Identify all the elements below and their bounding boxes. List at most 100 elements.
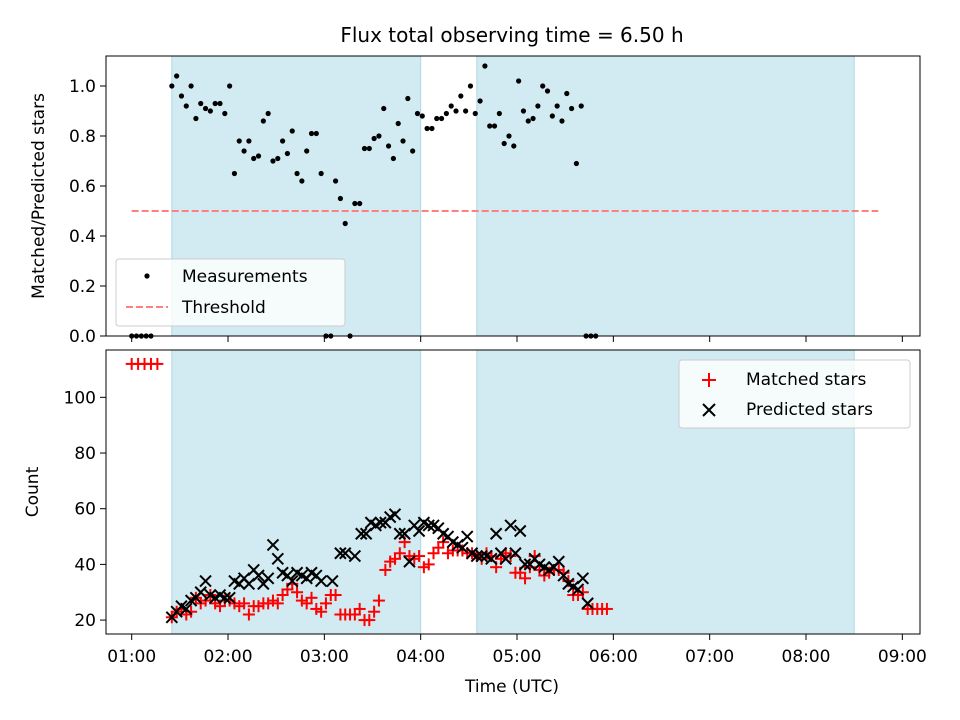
measurement-point (169, 83, 175, 89)
bottom-y-tick-label: 20 (74, 611, 96, 631)
bottom-y-axis-label: Count (23, 466, 43, 517)
measurement-point (246, 138, 252, 144)
measurement-point (463, 108, 469, 114)
measurement-point (443, 110, 449, 117)
predicted-star-point (180, 602, 193, 616)
measurement-point (424, 125, 430, 132)
measurement-point (458, 93, 464, 99)
matched-star-point (329, 589, 342, 602)
measurement-point (337, 195, 344, 202)
measurement-point (332, 178, 339, 184)
measurement-point (549, 113, 555, 119)
predicted-star-point (266, 538, 280, 552)
top-panel: 0.0 0.2 0.4 0.6 0.8 1.0 Matched/Predicted sta… (29, 55, 921, 347)
measurement-point (371, 135, 377, 142)
predicted-star-point (393, 527, 407, 540)
predicted-star-point (552, 555, 565, 568)
matched-star-point (413, 550, 426, 563)
predicted-star-point (252, 569, 265, 582)
bottom-y-tick-label: 40 (74, 555, 96, 575)
matched-star-point (151, 357, 164, 370)
measurement-point (280, 138, 286, 144)
matched-star-point (238, 597, 251, 610)
measurement-point (217, 100, 223, 107)
measurement-point (361, 145, 368, 152)
measurement-point (569, 105, 575, 112)
measurement-point (183, 103, 189, 109)
measurement-point (236, 138, 242, 144)
measurement-point (544, 88, 551, 94)
predicted-star-point (314, 574, 328, 588)
measurement-point (202, 105, 209, 112)
matched-star-point (422, 558, 435, 571)
predicted-star-point (485, 552, 498, 566)
measurement-point (482, 63, 488, 69)
matched-star-point (519, 572, 532, 585)
predicted-star-point (223, 591, 236, 605)
predicted-star-point (326, 574, 339, 588)
measurement-point (188, 83, 194, 89)
measurement-point (554, 103, 560, 109)
measurement-point (487, 123, 493, 129)
measurement-point (212, 100, 218, 107)
predicted-star-point (261, 572, 275, 585)
measurement-point (564, 90, 570, 97)
top-legend: Measurements Threshold (115, 258, 346, 327)
measurement-point (313, 130, 319, 137)
matched-star-point (353, 602, 366, 615)
predicted-star-point (218, 591, 232, 605)
measurement-point (477, 98, 483, 104)
legend-measurements-marker (144, 273, 150, 279)
measurement-point (395, 120, 401, 127)
measurement-point (506, 133, 512, 139)
measurement-point (207, 108, 213, 114)
predicted-star-point (509, 547, 522, 560)
top-legend-box (115, 258, 346, 327)
x-tick-label: 08:00 (782, 647, 831, 667)
measurement-point (438, 115, 445, 122)
shaded-interval (476, 55, 855, 337)
x-tick-label: 04:00 (396, 647, 445, 667)
predicted-star-point (581, 597, 594, 610)
matched-star-point (504, 550, 517, 563)
measurement-point (573, 160, 580, 167)
legend-predicted-marker (702, 403, 716, 417)
predicted-star-point (518, 558, 532, 571)
top-y-axis-label: Matched/Predicted stars (29, 93, 49, 299)
measurement-point (400, 138, 406, 144)
top-y-tick-label: 0.2 (69, 277, 96, 297)
legend-matched-label: Matched stars (746, 370, 866, 390)
predicted-star-point (499, 552, 512, 566)
matched-star-point (393, 547, 406, 560)
measurement-point (260, 118, 266, 124)
bottom-legend: Matched stars Predicted stars (678, 359, 911, 429)
x-tick-label: 02:00 (204, 647, 253, 667)
predicted-star-point (271, 552, 284, 566)
predicted-star-point (403, 555, 416, 568)
measurement-point (294, 170, 300, 177)
measurement-point (516, 78, 522, 84)
bottom-panel: 20 40 60 80 100 01:00 02:00 03:00 04:00 05:00 06:… (23, 349, 927, 697)
measurement-point (434, 115, 440, 122)
predicted-star-point (461, 530, 474, 543)
x-axis-label: Time (UTC) (464, 677, 559, 697)
measurement-point (174, 73, 180, 79)
measurement-point (284, 150, 291, 157)
top-y-tick-label: 0.6 (69, 177, 96, 197)
predicted-star-point (194, 586, 207, 599)
measurement-point (472, 110, 478, 117)
measurement-point (318, 170, 324, 177)
measurement-point (405, 95, 411, 102)
measurement-point (559, 118, 565, 124)
measurement-point (419, 113, 425, 119)
matched-star-point (576, 586, 589, 599)
x-tick-label: 03:00 (300, 647, 349, 667)
measurement-point (376, 133, 382, 139)
measurement-point (366, 145, 372, 152)
measurement-point (496, 110, 502, 117)
measurement-point (511, 143, 517, 149)
measurement-point (227, 83, 233, 89)
measurement-point (255, 153, 262, 159)
bottom-legend-box (678, 359, 911, 429)
